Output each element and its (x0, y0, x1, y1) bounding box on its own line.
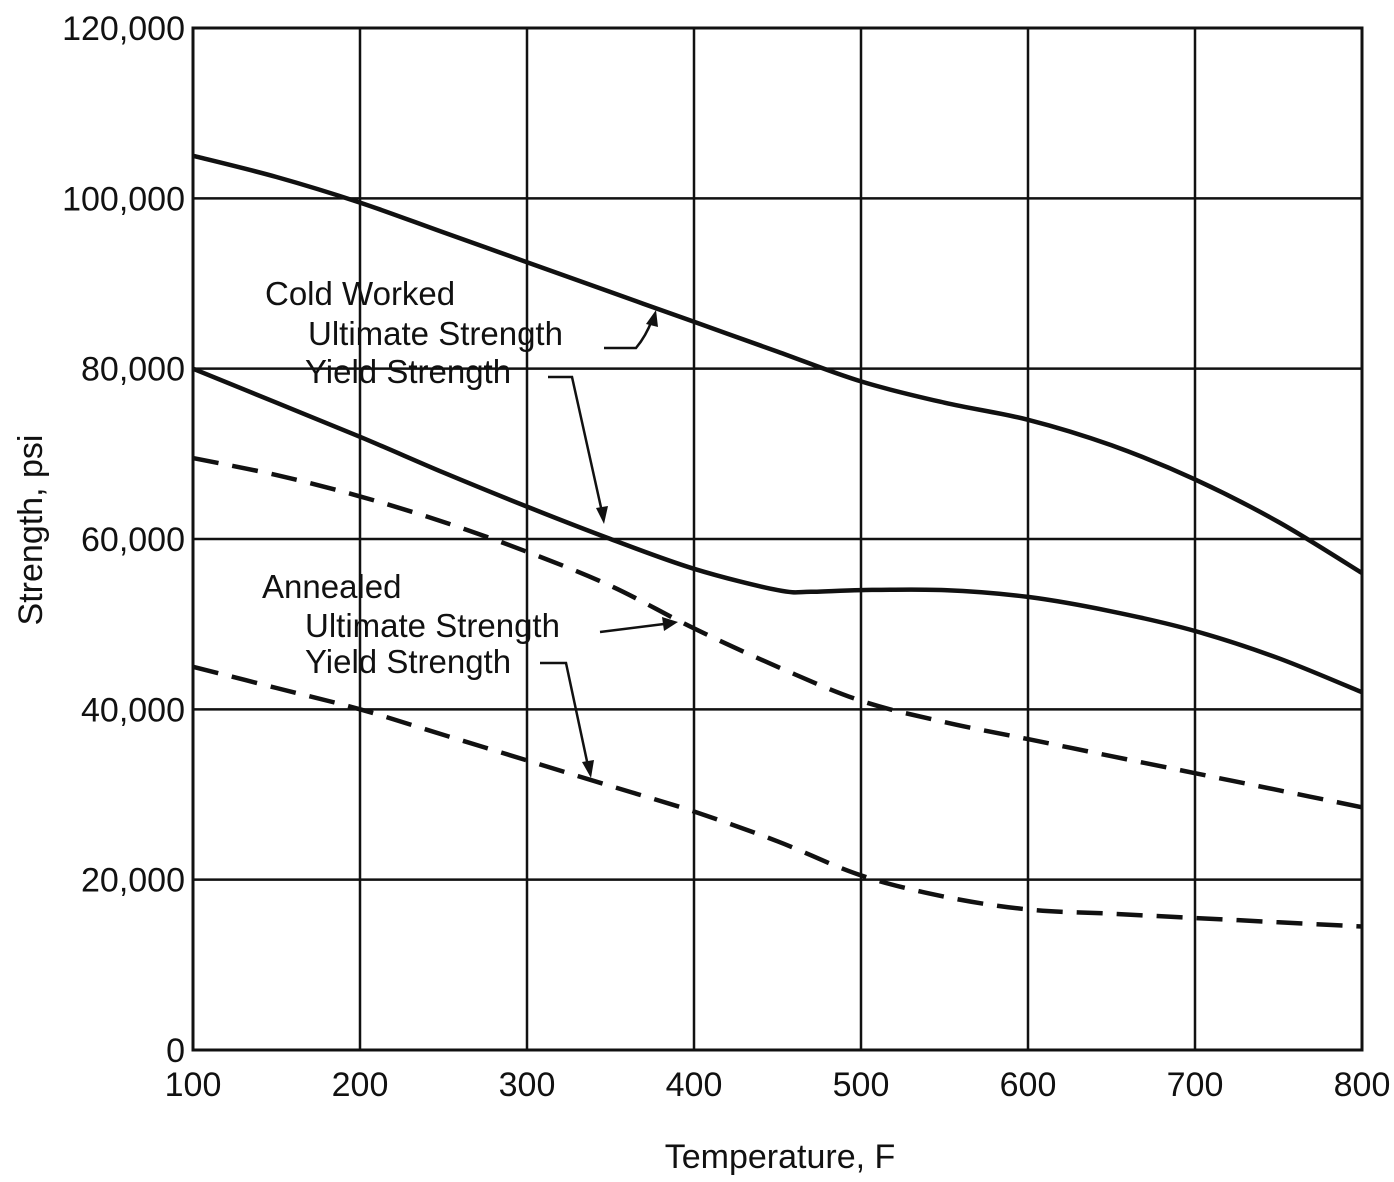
annealed-label: Annealed (262, 568, 401, 605)
cold-worked-ultimate-arrow (604, 319, 654, 350)
cold-worked-ultimate-strength-curve (192, 153, 1364, 576)
annealed-yield-label: Yield Strength (305, 643, 511, 680)
annealed-yield-arrowhead (582, 760, 594, 778)
y-tick-label-2: 40,000 (81, 691, 185, 729)
cold-worked-yield-arrow (548, 375, 604, 513)
x-tick-label-7: 800 (1334, 1066, 1391, 1104)
x-tick-label-4: 500 (833, 1066, 890, 1104)
plot-frame (191, 26, 1364, 1052)
y-tick-label-0: 0 (166, 1032, 185, 1070)
cold-worked-yield-label: Yield Strength (305, 353, 511, 390)
cold-worked-yield-strength-curve (192, 366, 1363, 695)
x-tick-label-0: 100 (165, 1066, 222, 1104)
cold-worked-ultimate-label: Ultimate Strength (308, 315, 563, 352)
x-tick-label-2: 300 (499, 1066, 556, 1104)
annealed-ultimate-arrow (599, 622, 665, 634)
x-tick-label-6: 700 (1167, 1066, 1224, 1104)
y-tick-labels: 0 20,000 40,000 60,000 80,000 100,000 120,000 (62, 10, 185, 1070)
grid (191, 26, 1364, 1052)
cold-worked-label: Cold Worked (265, 275, 455, 312)
y-axis-label: Strength, psi (12, 435, 50, 626)
annealed-ultimate-label: Ultimate Strength (305, 607, 560, 644)
y-tick-label-6: 120,000 (62, 10, 185, 48)
y-tick-label-4: 80,000 (81, 351, 185, 389)
x-tick-label-5: 600 (1000, 1066, 1057, 1104)
y-tick-label-5: 100,000 (62, 180, 185, 218)
y-tick-label-1: 20,000 (81, 862, 185, 900)
cold-worked-ultimate-arrowhead (646, 310, 658, 327)
x-tick-label-1: 200 (332, 1066, 389, 1104)
annealed-ultimate-arrowhead (662, 617, 678, 631)
annealed-ultimate-strength-curve (192, 455, 1363, 810)
annealed-yield-strength-curve (192, 664, 1363, 929)
x-tick-labels: 100 200 300 400 500 600 700 800 (165, 1066, 1391, 1104)
x-axis-label: Temperature, F (665, 1138, 896, 1176)
y-tick-label-3: 60,000 (81, 521, 185, 559)
annealed-yield-arrow (540, 661, 590, 767)
curves (192, 153, 1364, 929)
x-tick-label-3: 400 (666, 1066, 723, 1104)
cold-worked-yield-arrowhead (596, 506, 608, 524)
